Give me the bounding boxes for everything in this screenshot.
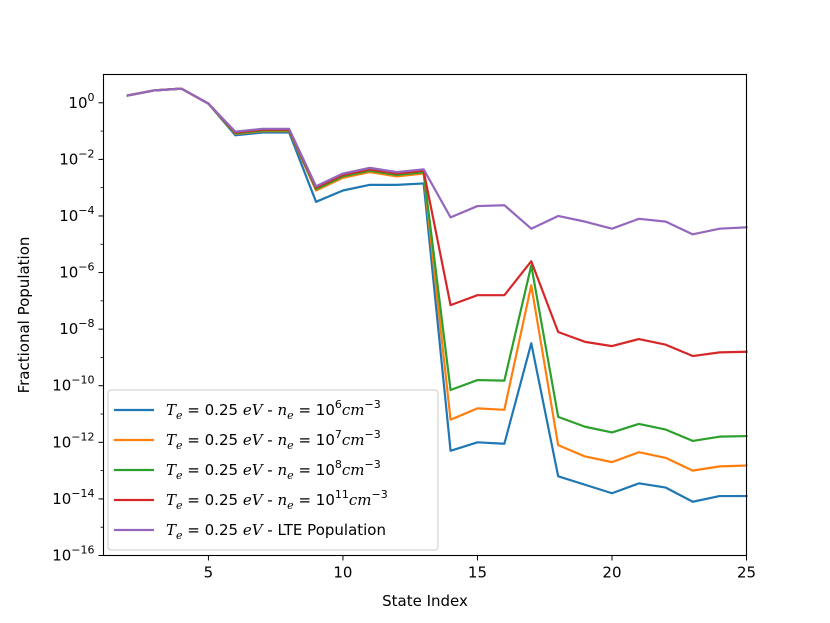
y-tick-label: 100 (68, 91, 94, 112)
x-tick-label: 10 (333, 564, 352, 582)
y-tick-label: 10−2 (59, 147, 94, 168)
y-tick-label: 10−14 (52, 487, 94, 508)
y-axis: 100 10−2 10−4 10−6 10−8 10−10 10−12 10−14 10−16 (52, 91, 104, 565)
legend-label-4: Te = 0.25 eV - ne = 1011cm−3 (166, 488, 388, 512)
y-axis-title: Fractional Population (15, 237, 33, 394)
legend-label-3: Te = 0.25 eV - ne = 108cm−3 (166, 458, 381, 482)
legend-label-2: Te = 0.25 eV - ne = 107cm−3 (166, 428, 381, 452)
legend-label-5: Te = 0.25 eV - LTE Population (166, 521, 386, 542)
y-tick-label: 10−6 (59, 261, 94, 282)
y-tick-label: 10−8 (59, 317, 94, 338)
x-axis-title: State Index (382, 592, 468, 610)
y-tick-label: 10−16 (52, 544, 94, 565)
x-tick-label: 5 (204, 564, 214, 582)
y-tick-label: 10−10 (52, 374, 94, 395)
x-tick-label: 25 (737, 564, 756, 582)
y-tick-label: 10−12 (52, 430, 94, 451)
y-tick-label: 10−4 (59, 204, 94, 225)
x-axis: 5 10 15 20 25 (204, 555, 756, 582)
series-line-5 (126, 87, 748, 236)
x-tick-label: 20 (602, 564, 621, 582)
legend-label-1: Te = 0.25 eV - ne = 106cm−3 (166, 398, 381, 422)
plot-lines (126, 87, 748, 503)
x-tick-label: 15 (468, 564, 487, 582)
legend: Te = 0.25 eV - ne = 106cm−3 Te = 0.25 eV … (107, 389, 439, 551)
axes-frame (102, 73, 748, 557)
legend-box (107, 389, 439, 551)
